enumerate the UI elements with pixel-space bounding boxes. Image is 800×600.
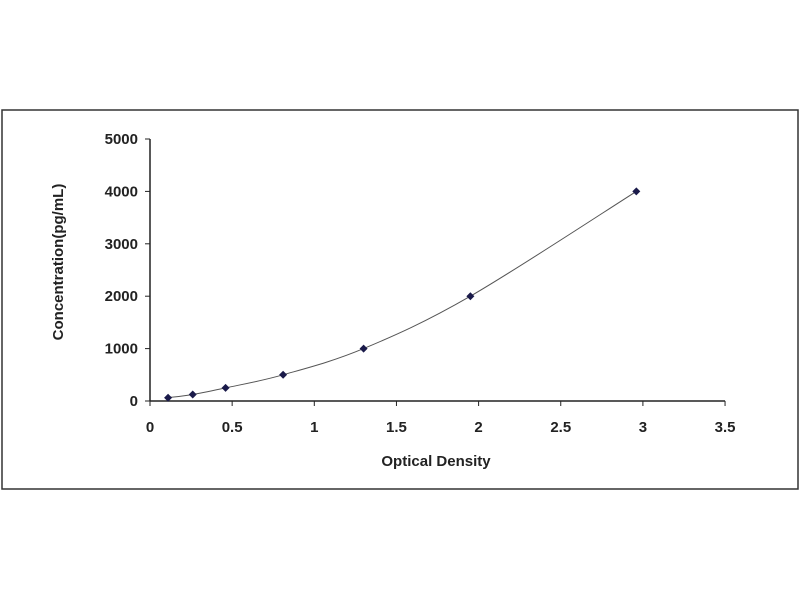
x-tick-label: 3 bbox=[639, 419, 647, 436]
y-tick-label: 0 bbox=[130, 393, 138, 410]
x-axis-label: Optical Density bbox=[381, 453, 491, 470]
data-point bbox=[188, 390, 197, 399]
data-point bbox=[466, 292, 475, 301]
x-tick-label: 1 bbox=[310, 419, 318, 436]
y-tick-label: 3000 bbox=[105, 236, 138, 253]
x-tick-label: 1.5 bbox=[386, 419, 407, 436]
chart-frame bbox=[1, 109, 799, 490]
fit-curve bbox=[168, 190, 637, 399]
data-point bbox=[164, 393, 173, 402]
x-tick-label: 2.5 bbox=[550, 419, 571, 436]
x-tick-label: 0.5 bbox=[222, 419, 243, 436]
x-tick-label: 0 bbox=[146, 419, 154, 436]
data-point bbox=[632, 187, 641, 196]
y-tick-label: 2000 bbox=[105, 288, 138, 305]
y-tick-label: 5000 bbox=[105, 131, 138, 148]
y-tick-label: 4000 bbox=[105, 183, 138, 200]
data-point bbox=[221, 383, 230, 392]
y-axis-label: Concentration(pg/mL) bbox=[50, 184, 67, 341]
y-tick-label: 1000 bbox=[105, 341, 138, 358]
x-tick-label: 2 bbox=[474, 419, 482, 436]
x-tick-label: 3.5 bbox=[715, 419, 736, 436]
data-point bbox=[359, 344, 368, 353]
data-point bbox=[279, 370, 288, 379]
